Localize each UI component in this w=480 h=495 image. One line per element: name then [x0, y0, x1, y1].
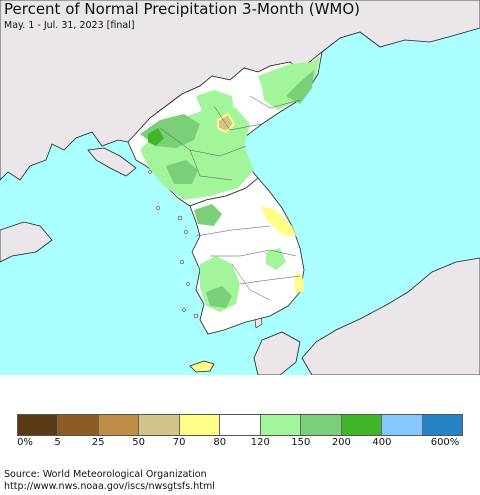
legend-label: 600%: [430, 437, 460, 448]
sk-northwest-green: [194, 204, 222, 226]
legend-swatch: [260, 415, 302, 435]
legend-swatch: [98, 415, 140, 435]
map-subtitle: May. 1 - Jul. 31, 2023 [final]: [4, 20, 135, 31]
japan-honshu: [301, 257, 480, 375]
legend-swatch: [58, 415, 99, 435]
legend-label: 0%: [17, 437, 33, 448]
legend-label: 80: [213, 437, 227, 448]
precipitation-map: [0, 0, 480, 375]
legend-label: 70: [172, 437, 186, 448]
map-title: Percent of Normal Precipitation 3-Month …: [4, 0, 361, 18]
legend-label: 400: [372, 437, 392, 448]
nk-northeast-green: [258, 56, 320, 110]
legend-label: 5: [54, 437, 61, 448]
nk-south-mid-green: [166, 160, 198, 184]
legend-swatch: [139, 415, 180, 435]
nk-dark-green-spot: [148, 128, 164, 146]
nk-central-green: [196, 90, 234, 116]
source-url: http://www.nws.noaa.gov/iscs/nwsgtsfs.ht…: [4, 481, 215, 492]
liaodong-peninsula: [87, 147, 137, 177]
legend-label: 120: [250, 437, 270, 448]
province-boundaries: [159, 95, 301, 301]
legend-label: 50: [132, 437, 145, 448]
color-legend: [17, 414, 463, 436]
sk-southeast-yellow: [294, 274, 304, 294]
legend-label: 25: [91, 437, 105, 448]
nk-tan-spot: [217, 112, 236, 134]
sk-east-green-spot: [266, 248, 286, 270]
jeju-island: [189, 360, 215, 373]
legend-swatch: [179, 415, 221, 435]
legend-swatch: [422, 415, 462, 435]
legend-swatch: [220, 415, 261, 435]
nk-northeast-mid-green: [286, 70, 314, 104]
sk-yellow-strip: [260, 206, 296, 236]
legend-swatch: [382, 415, 423, 435]
west-coast-islands: [148, 170, 199, 319]
legend-swatch: [341, 415, 383, 435]
legend-label: 200: [331, 437, 351, 448]
legend-labels: 0% 5 25 50 70 80 120 150 200 400 600%: [0, 437, 480, 451]
legend-swatch: [301, 415, 342, 435]
shandong-coast: [0, 221, 53, 263]
japan-kyushu: [253, 331, 301, 375]
source-text: Source: World Meteorological Organizatio…: [4, 469, 207, 480]
legend-label: 150: [291, 437, 311, 448]
sk-south-mid-green: [206, 286, 232, 308]
legend-swatch: [18, 415, 59, 435]
